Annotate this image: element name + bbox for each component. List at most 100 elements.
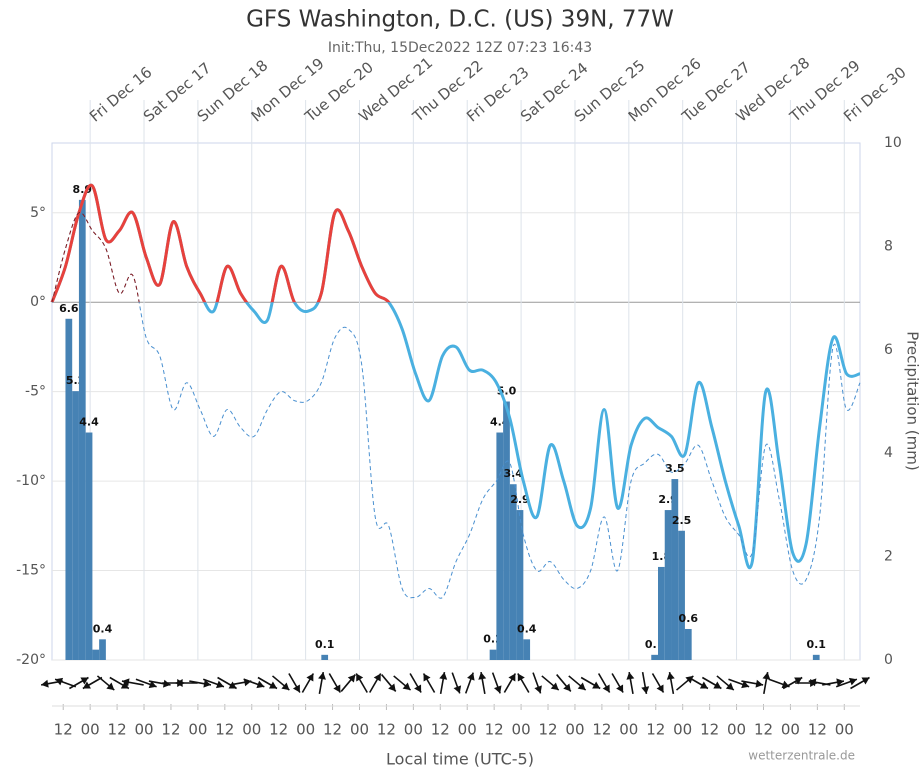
precip-bar [85, 432, 93, 660]
wind-arrow-head [762, 672, 771, 680]
precip-label: 4.4 [79, 416, 99, 429]
wind-arrow [532, 672, 542, 694]
wind-arrow [328, 673, 341, 693]
y2-tick-label: 0 [884, 652, 893, 668]
wind-arrow [288, 673, 301, 693]
precip-bar [72, 391, 79, 660]
x-tick-label: 00 [134, 721, 153, 739]
wind-arrow [202, 678, 225, 689]
precip-bar [671, 479, 679, 660]
wind-arrow [822, 678, 845, 687]
x-tick-label: 12 [538, 721, 557, 739]
precip-bar [78, 199, 86, 660]
wind-arrow-head [306, 673, 314, 682]
wind-arrow-head [699, 681, 708, 689]
wind-arrow [409, 673, 422, 693]
temperature-line [50, 183, 861, 570]
wind-arrow-head [318, 672, 326, 680]
wind-arrow-head [808, 678, 817, 687]
precip-bar [99, 639, 106, 660]
wind-arrow-head [356, 673, 364, 682]
wind-arrow-head [347, 674, 356, 683]
wind-arrow [688, 676, 709, 690]
wind-arrow [257, 676, 278, 690]
x-tick-label: 12 [215, 721, 234, 739]
wind-arrow-head [641, 686, 650, 694]
x-tick-label: 00 [350, 721, 369, 739]
precip-bar [684, 628, 692, 660]
wind-arrow-head [517, 673, 525, 682]
wind-arrow [541, 675, 560, 691]
x-tick-label: 12 [54, 721, 73, 739]
wind-arrow-head [215, 680, 224, 689]
x-tick-label: 00 [81, 721, 100, 739]
wind-arrow-head [106, 682, 115, 691]
x-tick-label: 12 [269, 721, 288, 739]
x-tick-label: 00 [512, 721, 531, 739]
wind-arrow [271, 675, 290, 691]
wind-arrow [135, 678, 157, 689]
wind-arrow-head [713, 681, 722, 689]
wind-arrow [611, 673, 624, 693]
wind-arrow-head [281, 682, 290, 691]
x-tick-label: 00 [188, 721, 207, 739]
x-tick-label: 12 [808, 721, 827, 739]
x-tick-label: 00 [835, 721, 854, 739]
precip-label: 0.6 [679, 612, 699, 625]
wind-arrow-head [121, 678, 130, 687]
wind-arrow-head [626, 672, 635, 680]
x-tick-label: 12 [323, 721, 342, 739]
wind-arrow [728, 678, 750, 689]
wind-arrow [301, 673, 315, 693]
wind-arrow [189, 679, 212, 688]
precip-label: 0.4 [517, 622, 537, 635]
wind-arrow [850, 676, 870, 690]
precip-bar [658, 566, 665, 660]
wind-arrow-head [203, 679, 211, 688]
wind-arrow-head [861, 677, 870, 685]
wind-arrow [393, 675, 412, 691]
precip-bar [651, 654, 658, 660]
wind-arrow [675, 675, 694, 691]
wind-arrow-head [55, 677, 64, 686]
wind-arrow-head [82, 681, 91, 689]
wind-arrow [491, 672, 502, 694]
wind-arrow [422, 673, 436, 693]
wind-arrow [340, 674, 356, 692]
wind-arrow-head [333, 684, 341, 693]
wind-arrow [109, 676, 130, 690]
x-tick-label: 12 [485, 721, 504, 739]
wind-arrow [835, 677, 858, 688]
wind-arrow [641, 672, 650, 694]
x-tick-label: 00 [565, 721, 584, 739]
wind-arrow [54, 677, 77, 688]
wind-arrow-head [534, 685, 542, 694]
wind-arrow [626, 672, 635, 694]
x-tick-label: 00 [727, 721, 746, 739]
wind-arrow-head [685, 675, 694, 684]
precip-label: 2.5 [672, 514, 692, 527]
wind-arrow-head [467, 672, 475, 681]
wind-arrow-head [508, 673, 516, 682]
wind-arrow [651, 673, 665, 693]
y2-tick-label: 2 [884, 549, 893, 565]
wind-arrow [808, 678, 831, 687]
y-tick-label: 5° [30, 205, 46, 221]
x-tick-label: 12 [431, 721, 450, 739]
y2-tick-label: 6 [884, 342, 893, 358]
temperature-line-above-zero [50, 183, 391, 303]
wind-arrow-head [755, 679, 764, 688]
precip-bar [509, 484, 517, 660]
wind-arrow [568, 675, 587, 691]
x-tick-label: 00 [242, 721, 261, 739]
wind-arrow [782, 676, 803, 690]
wind-arrow-head [292, 684, 300, 693]
temperature-line-above-zero [51, 211, 140, 303]
wind-arrow-head [616, 684, 624, 693]
x-axis-label: Local time (UTC-5) [386, 750, 534, 768]
wind-arrow-head [848, 677, 857, 686]
x-tick-label: 00 [404, 721, 423, 739]
y2-axis-label: Precipitation (mm) [904, 331, 921, 470]
precip-bar [664, 510, 672, 660]
wind-arrow [69, 676, 89, 690]
